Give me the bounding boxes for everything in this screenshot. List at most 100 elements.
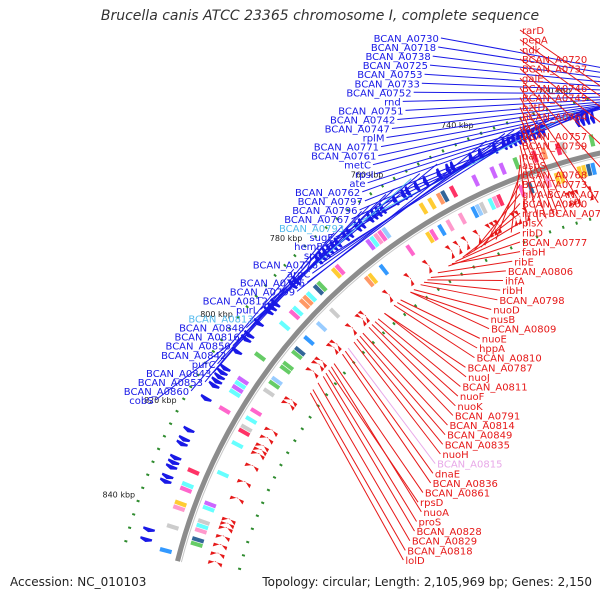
gene-label: purL [236, 306, 259, 317]
gene-label: parC [522, 151, 546, 162]
gene-label: BCAN_A0737 [522, 65, 587, 76]
cog-feature-block [172, 504, 186, 513]
ruler-tick-label: 740 kbp [441, 121, 474, 130]
gene-label: argC [287, 269, 310, 280]
reverse-gene-arrow [210, 551, 225, 559]
cog-feature-block [166, 523, 180, 531]
reverse-gene-arrow [357, 310, 371, 324]
cog-feature-block [329, 307, 341, 319]
forward-gene-arrow [169, 453, 182, 461]
gene-label: purC [192, 360, 216, 371]
cog-feature-block [427, 197, 437, 210]
label-leader-line [384, 312, 466, 368]
label-leader-line [368, 326, 454, 416]
reverse-gene-arrow [381, 289, 394, 303]
gene-label: BCAN_A0818 [407, 546, 472, 557]
cog-feature-block [312, 284, 325, 296]
gene-label: cobS [129, 396, 153, 407]
map-title: Brucella canis ATCC 23365 chromosome I, … [100, 8, 540, 24]
cog-feature-block [316, 280, 328, 293]
reverse-gene-arrow [421, 259, 433, 274]
label-leader-line [325, 372, 417, 522]
gene-label: rarD [522, 26, 544, 37]
gene-label: BCAN_A0759 [522, 142, 587, 153]
cog-feature-block [203, 500, 217, 509]
cog-feature-block [491, 195, 501, 209]
reverse-gene-arrow [218, 525, 233, 534]
cog-feature-block [367, 272, 379, 285]
label-leader-line [410, 291, 489, 320]
gene-label: hppA [479, 344, 505, 355]
cog-feature-block [470, 205, 480, 219]
gene-label: rpsD [420, 498, 444, 509]
gene-label: BCAN_A0753 [357, 70, 422, 81]
gene-label: ribH [502, 286, 523, 297]
gene-label: rplM [363, 134, 385, 145]
gene-label: BCAN_A0762 [295, 188, 360, 199]
reverse-gene-arrow [215, 533, 230, 542]
label-leader-line [432, 55, 600, 78]
cog-feature-block [231, 383, 244, 394]
reverse-gene-arrow [221, 516, 236, 526]
label-leader-line [519, 116, 559, 215]
cog-feature-block [245, 415, 258, 425]
cog-feature-block [288, 309, 301, 321]
gene-label: bcrC [522, 122, 545, 133]
reverse-gene-arrow [229, 495, 244, 505]
reverse-gene-arrow [236, 478, 252, 489]
gene-label: BCAN_A0797 [298, 197, 363, 208]
reverse-gene-arrow [219, 521, 235, 530]
label-leader-line [386, 105, 600, 139]
cog-feature-block [478, 201, 488, 215]
label-leader-line [519, 39, 600, 97]
label-leader-line [228, 211, 362, 356]
cog-feature-block [302, 294, 314, 307]
cog-feature-block [282, 360, 295, 372]
reverse-gene-arrow [564, 192, 573, 207]
ruler-tick-label: 840 kbp [103, 490, 136, 499]
reverse-gene-arrow [254, 442, 270, 453]
label-leader-line [317, 382, 411, 541]
cog-feature-block [544, 175, 553, 188]
forward-gene-arrow [584, 112, 591, 125]
gene-label: BCAN_A0751 [338, 106, 403, 117]
gene-label: nuoH [442, 450, 468, 461]
cog-feature-block [298, 298, 311, 310]
gene-label: BCAN_A0720 [522, 55, 587, 66]
cog-feature-block [588, 134, 596, 147]
cog-feature-block [315, 321, 328, 333]
gene-label: BCAN_A0773 [522, 180, 587, 191]
label-leader-line [427, 279, 504, 282]
gene-labels: BCAN_A0730BCAN_A0718BCAN_A0738BCAN_A0725… [124, 26, 600, 567]
reverse-gene-arrow [472, 229, 483, 244]
reverse-gene-arrow [305, 366, 319, 379]
gene-label: BCAN_A0842 [161, 351, 226, 362]
label-leader-line [519, 126, 555, 216]
gene-label: ndk [522, 45, 541, 56]
gene-label: sugE [309, 233, 333, 244]
reverse-gene-arrow [263, 426, 278, 438]
gene-label: BCAN_A0767 [284, 215, 349, 226]
label-leader-line [424, 73, 600, 87]
gene-label: BCAN_A0738 [365, 52, 430, 63]
cog-feature-block [330, 267, 342, 279]
label-leader-line [455, 231, 521, 263]
cog-feature-block [559, 141, 567, 155]
gene-label: BCAN_A0810 [476, 354, 541, 365]
label-leader-line [241, 193, 387, 338]
gene-label: nuoF [460, 392, 485, 403]
label-leader-line [359, 335, 446, 436]
cog-feature-block [216, 469, 230, 479]
label-leader-line [155, 344, 230, 401]
label-leader-line [384, 312, 467, 378]
cog-feature-block [291, 349, 303, 361]
label-leader-line [371, 324, 456, 407]
gene-label: BCAN_A0768 [522, 171, 587, 182]
label-leader-line [451, 251, 521, 265]
cog-feature-block [437, 223, 447, 237]
gene-label: BCAN_A0796 [292, 206, 357, 217]
outer-dotted-ring [122, 95, 600, 548]
gene-label: dnaE [435, 469, 460, 480]
gene-label: BCAN_A0849 [447, 431, 512, 442]
gene-label: pepA [522, 36, 548, 47]
